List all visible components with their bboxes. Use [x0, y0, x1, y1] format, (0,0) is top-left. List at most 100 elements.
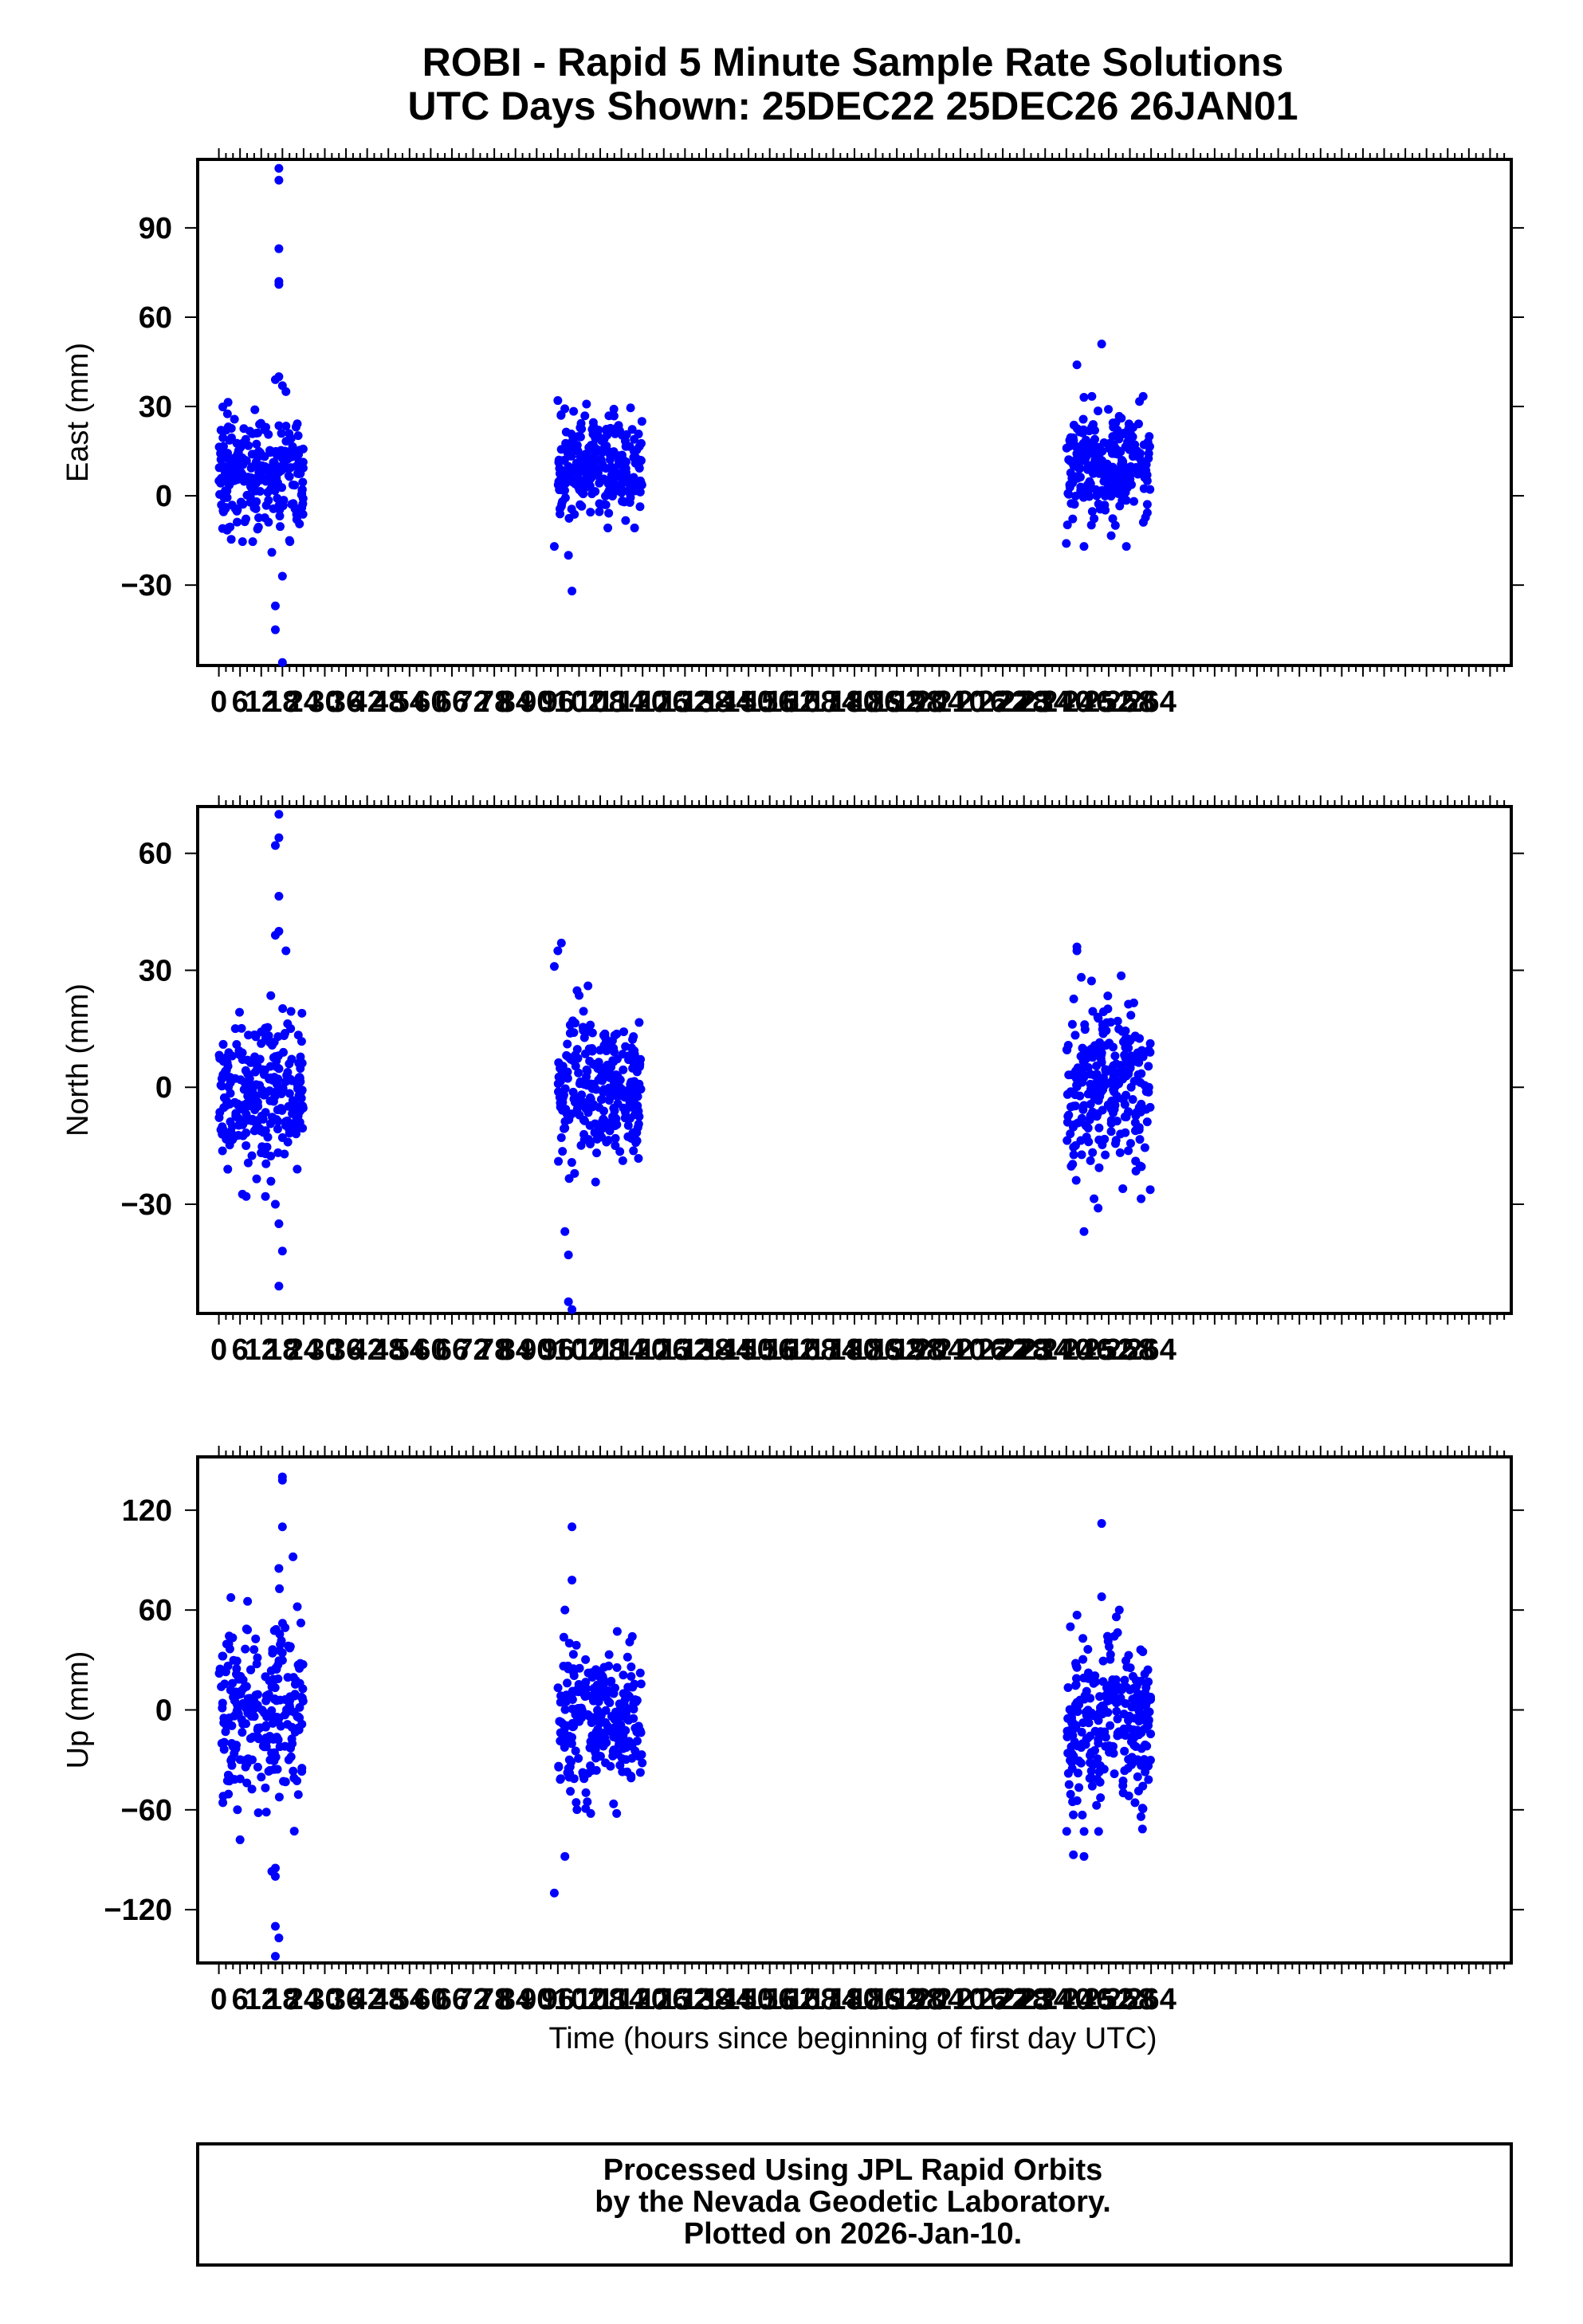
- data-point: [1097, 1592, 1106, 1601]
- data-point: [572, 1640, 581, 1650]
- data-point: [1108, 1076, 1118, 1085]
- data-point: [225, 1129, 234, 1139]
- data-point: [1124, 1791, 1133, 1800]
- data-point: [219, 1103, 229, 1113]
- data-point: [1132, 1052, 1141, 1062]
- data-point: [604, 1096, 614, 1105]
- x-tick-label: 6: [232, 685, 249, 719]
- data-point: [569, 406, 579, 416]
- data-point: [227, 501, 237, 510]
- data-point: [298, 477, 308, 487]
- data-point: [1124, 1715, 1133, 1725]
- data-point: [277, 1619, 287, 1628]
- data-point: [568, 435, 578, 445]
- data-point: [1094, 1738, 1103, 1748]
- plot-frame: [196, 158, 1513, 667]
- data-point: [274, 244, 284, 253]
- data-point: [220, 465, 230, 474]
- data-point: [297, 1093, 306, 1103]
- data-point: [609, 1111, 619, 1121]
- data-point: [583, 1108, 593, 1117]
- data-point: [598, 1117, 607, 1126]
- x-tick-label: 144: [702, 1333, 752, 1367]
- data-point: [247, 1784, 257, 1794]
- data-point: [216, 1081, 226, 1090]
- data-point: [1118, 1037, 1128, 1046]
- data-point: [1133, 452, 1142, 461]
- x-tick-label: 264: [1125, 685, 1176, 719]
- data-point: [231, 1109, 241, 1118]
- data-point: [617, 450, 627, 460]
- data-point: [1103, 1100, 1113, 1109]
- data-point: [1063, 520, 1072, 530]
- data-point: [261, 1023, 270, 1033]
- x-tick-label: 54: [393, 1333, 426, 1367]
- data-point: [1142, 1741, 1152, 1751]
- x-tick-label: 126: [638, 1983, 689, 2016]
- data-point: [251, 486, 261, 496]
- data-point: [566, 1054, 575, 1064]
- title-line-1: ROBI - Rapid 5 Minute Sample Rate Soluti…: [422, 40, 1284, 84]
- data-point: [560, 1605, 570, 1615]
- data-point: [278, 1047, 288, 1057]
- data-point: [615, 469, 624, 479]
- data-point: [1120, 1675, 1129, 1685]
- data-point: [614, 421, 623, 430]
- data-point: [581, 1655, 591, 1664]
- x-tick-label: 96: [541, 1983, 575, 2016]
- data-point: [216, 449, 226, 458]
- data-point: [627, 1662, 636, 1671]
- data-point: [289, 1103, 298, 1113]
- data-point: [267, 548, 277, 557]
- data-point: [1108, 514, 1118, 524]
- x-tick-label: 186: [850, 685, 901, 719]
- data-point: [291, 1678, 300, 1688]
- data-point: [1124, 1651, 1133, 1660]
- data-point: [618, 1050, 627, 1059]
- data-point: [1142, 500, 1152, 509]
- x-tick-label: 192: [871, 685, 921, 719]
- data-point: [1087, 507, 1097, 516]
- data-point: [264, 430, 273, 439]
- data-point: [1069, 994, 1078, 1003]
- x-tick-label: 66: [435, 1983, 469, 2016]
- data-point: [1083, 1674, 1093, 1683]
- data-point: [554, 1058, 564, 1067]
- data-point: [592, 1148, 602, 1158]
- data-point: [615, 1147, 625, 1156]
- footer-line-2: by the Nevada Geodetic Laboratory.: [595, 2185, 1111, 2219]
- data-point: [275, 1629, 285, 1639]
- x-tick-label: 240: [1041, 1983, 1091, 2016]
- data-point: [1077, 972, 1086, 982]
- data-point: [556, 1133, 566, 1143]
- data-point: [227, 1754, 237, 1764]
- data-point: [285, 1089, 294, 1098]
- data-point: [1078, 414, 1088, 424]
- data-point: [549, 962, 559, 972]
- data-point: [580, 451, 590, 461]
- x-tick-label: 84: [499, 1983, 532, 2016]
- data-point: [222, 1639, 231, 1649]
- data-point: [234, 448, 243, 457]
- data-point: [1095, 1038, 1105, 1047]
- data-point: [1064, 489, 1074, 499]
- data-point: [1078, 425, 1088, 434]
- data-point: [1140, 1143, 1149, 1152]
- data-point: [601, 491, 611, 501]
- data-point: [235, 1007, 245, 1017]
- data-point: [1077, 1117, 1086, 1127]
- data-point: [233, 1805, 242, 1815]
- data-point: [1078, 1105, 1088, 1114]
- data-point: [567, 1739, 576, 1749]
- data-point: [298, 463, 308, 473]
- x-tick-label: 84: [499, 685, 532, 719]
- data-point: [1074, 442, 1084, 452]
- data-point: [611, 1070, 621, 1080]
- data-point: [553, 946, 563, 956]
- data-point: [294, 1725, 304, 1735]
- data-point: [229, 1655, 238, 1665]
- data-point: [270, 1199, 280, 1209]
- x-tick-label: 36: [329, 685, 363, 719]
- data-point: [1109, 440, 1118, 449]
- data-point: [566, 1787, 575, 1796]
